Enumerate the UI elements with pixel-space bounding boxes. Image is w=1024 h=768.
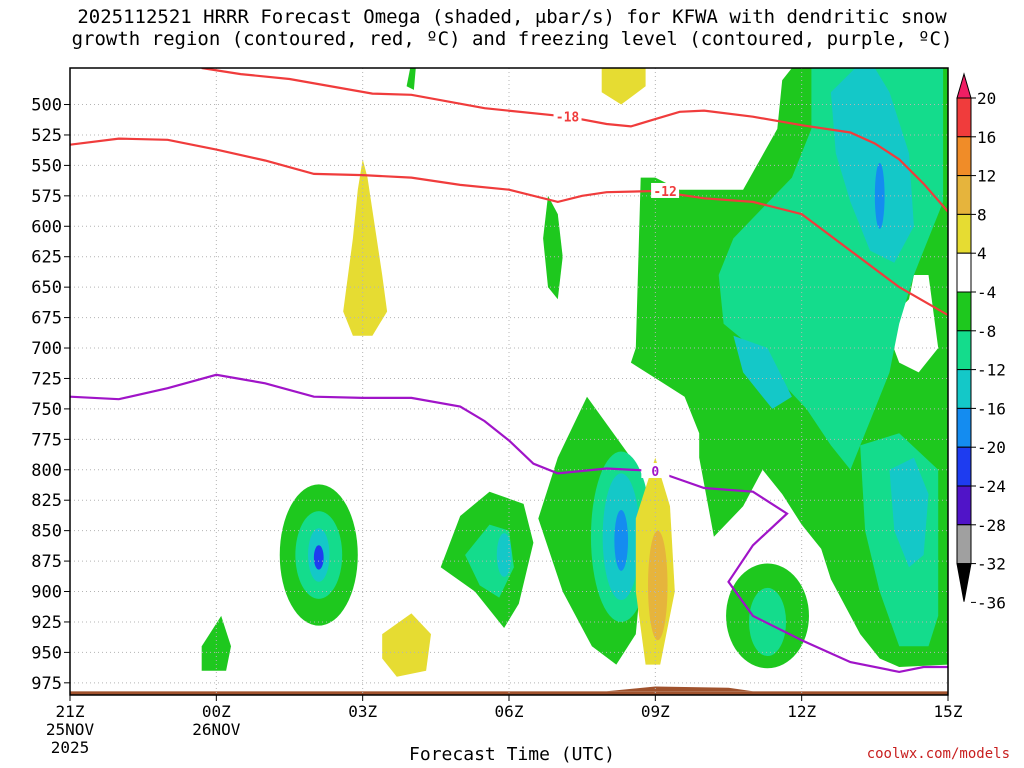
colorbar-segment [956,175,972,215]
colorbar-segment [956,485,972,526]
label-minus12: -12 [653,185,676,200]
y-tick-label: 625 [31,248,62,268]
colorbar-segment [956,213,972,254]
y-tick-label: 700 [31,339,62,359]
omega-area-w16-core [874,162,885,229]
x-tick-label: 26NOV [192,720,241,739]
x-axis-label: Forecast Time (UTC) [409,744,615,765]
y-tick-label: 950 [31,643,62,663]
colorbar-segment [956,446,972,487]
omega-cell-w16-c [614,509,629,571]
y-tick-label: 600 [31,217,62,237]
omega-area-y-a [343,159,388,336]
omega-cell-w4-g [406,68,416,90]
y-tick-label: 825 [31,491,62,511]
omega-area-y-c [601,68,646,105]
colorbar-segment [956,407,972,448]
colorbar-label: 20 [977,89,996,108]
y-tick-label: 850 [31,522,62,542]
credit-text: coolwx.com/models [866,746,1010,762]
label-freezing-0: 0 [651,465,659,480]
dgz-minus18-line [201,68,948,213]
colorbar-label: 8 [977,205,987,224]
dgz-minus12-line [70,137,948,317]
freezing-level-line [70,373,948,674]
omega-cell-w4-e [201,615,231,671]
label-minus18: -18 [556,111,580,126]
colorbar-segment [956,330,972,371]
x-tick-label: 03Z [348,702,377,721]
omega-area-w12-lower [889,457,929,568]
y-tick-label: 500 [31,96,62,116]
y-tick-label: 775 [31,430,62,450]
y-tick-label: 525 [31,126,62,146]
omega-area-o-d [648,530,668,641]
x-tick-label: 00Z [202,702,231,721]
colorbar-label: -8 [977,322,996,341]
colorbar-label: -36 [977,593,1006,612]
x-tick-label: 15Z [934,702,963,721]
colorbar-label: -16 [977,399,1006,418]
x-tick-label: 06Z [495,702,524,721]
y-tick-label: 675 [31,309,62,329]
x-tick-label: 09Z [641,702,670,721]
y-tick-label: 800 [31,461,62,481]
y-tick-label: 925 [31,613,62,633]
colorbar-label: 4 [977,244,987,263]
colorbar-label: 12 [977,167,996,186]
colorbar-segment [956,252,972,293]
y-tick-label: 650 [31,278,62,298]
label-minus18-group: -18 [553,108,582,126]
colorbar-label: -24 [977,477,1006,496]
chart-title: 2025112521 HRRR Forecast Omega (shaded, … [0,6,1024,50]
x-tick-label: 25NOV [46,720,95,739]
colorbar-label: 16 [977,128,996,147]
omega-area-y-b [382,613,431,677]
colorbar-bottom-arrow [956,563,972,602]
omega-area-w12-mid [733,335,792,409]
colorbar-label: -28 [977,516,1006,535]
terrain-bump [606,686,753,692]
y-tick-label: 900 [31,583,62,603]
label-freezing-0-bg [641,462,670,478]
label-minus12-group: -12 [651,182,680,200]
label-freezing-0-group: 0 [641,462,670,480]
label-minus18-bg [553,108,582,124]
colorbar-label: -4 [977,283,996,302]
colorbar-label: -32 [977,555,1006,574]
omega-cell-w20-a [313,545,324,570]
colorbar-label: -20 [977,438,1006,457]
omega-area-w12-upper [830,68,914,263]
colorbar-segment [956,136,972,177]
plot-area: -18 -12 0 [70,68,948,695]
y-tick-label: 575 [31,187,62,207]
colorbar-segment [956,369,972,409]
omega-cell-w12-b [496,533,512,577]
colorbar-top-arrow [956,72,972,99]
colorbar-segment [956,97,972,138]
x-tick-label: 21Z [56,702,85,721]
y-tick-label: 550 [31,156,62,176]
chart-title-line1: 2025112521 HRRR Forecast Omega (shaded, … [77,6,947,28]
y-tick-label: 875 [31,552,62,572]
terrain-ground [70,691,948,695]
label-minus12-bg [651,182,680,198]
colorbar-segment-last [956,524,972,565]
x-tick-label: 2025 [51,738,90,757]
y-tick-label: 750 [31,400,62,420]
colorbar-label: -12 [977,361,1006,380]
x-tick-label: 12Z [787,702,816,721]
y-tick-label: 725 [31,369,62,389]
chart-title-line2: growth region (contoured, red, ºC) and f… [71,28,953,50]
omega-cell-w4-f [543,195,563,300]
y-tick-label: 975 [31,674,62,694]
colorbar-segment [956,291,972,332]
omega-cell-w8-d [748,587,787,657]
